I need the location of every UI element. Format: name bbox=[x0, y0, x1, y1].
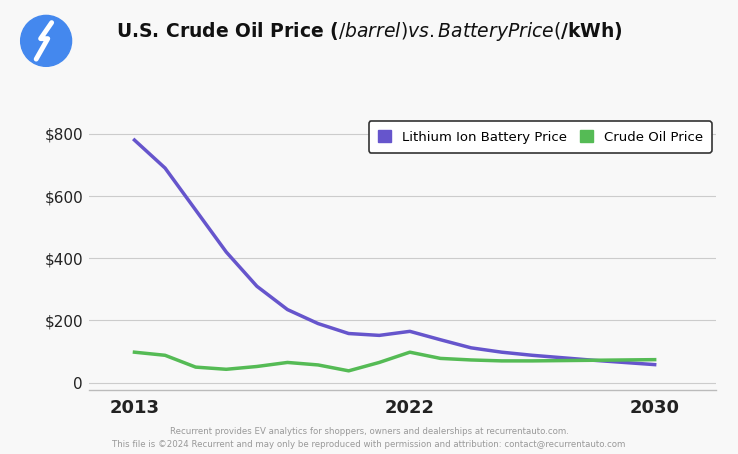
Text: Recurrent provides EV analytics for shoppers, owners and dealerships at recurren: Recurrent provides EV analytics for shop… bbox=[112, 427, 626, 449]
Circle shape bbox=[21, 15, 72, 66]
Text: U.S. Crude Oil Price ($/barrel)vs. Battery Price ($/kWh): U.S. Crude Oil Price ($/barrel)vs. Batte… bbox=[116, 20, 622, 44]
Legend: Lithium Ion Battery Price, Crude Oil Price: Lithium Ion Battery Price, Crude Oil Pri… bbox=[368, 121, 712, 153]
